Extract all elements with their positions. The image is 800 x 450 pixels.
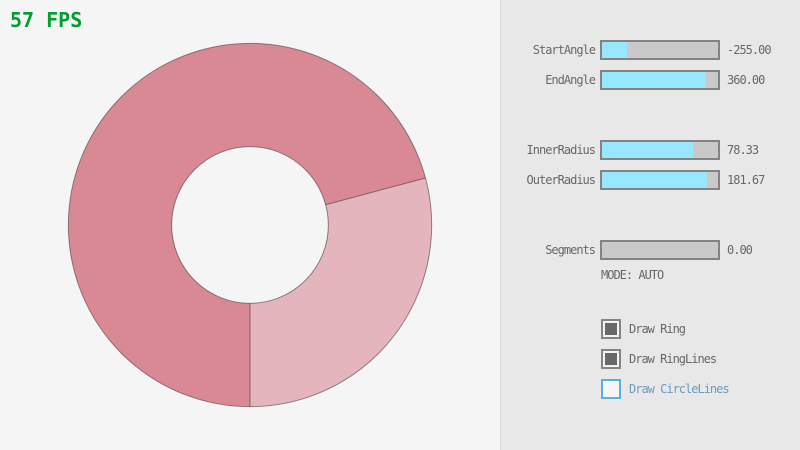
innerradius-value: 78.33 bbox=[727, 143, 759, 157]
outerradius-value: 181.67 bbox=[727, 173, 765, 187]
checkmark bbox=[605, 353, 617, 365]
segments-label: Segments bbox=[545, 243, 596, 257]
startangle-slider[interactable] bbox=[600, 40, 720, 60]
segments-mode-text: MODE: AUTO bbox=[601, 268, 664, 282]
outerradius-label: OuterRadius bbox=[526, 173, 596, 187]
segments-value: 0.00 bbox=[727, 243, 753, 257]
draw-circlelines-checkbox[interactable] bbox=[601, 379, 621, 399]
draw-ring-label: Draw Ring bbox=[629, 322, 686, 336]
innerradius-label: InnerRadius bbox=[526, 143, 596, 157]
settings-panel: StartAngle -255.00 EndAngle 360.00 Inner… bbox=[500, 0, 800, 450]
draw-ringlines-label: Draw RingLines bbox=[629, 352, 717, 366]
endangle-value: 360.00 bbox=[727, 73, 765, 87]
segments-row: Segments 0.00 bbox=[501, 240, 800, 260]
draw-ringlines-row: Draw RingLines bbox=[601, 349, 800, 369]
outerradius-row: OuterRadius 181.67 bbox=[501, 170, 800, 190]
draw-ring-checkbox[interactable] bbox=[601, 319, 621, 339]
startangle-value: -255.00 bbox=[727, 43, 772, 57]
outerradius-slider-fill bbox=[602, 172, 708, 188]
endangle-slider-fill bbox=[602, 72, 707, 88]
checkmark bbox=[605, 323, 617, 335]
endangle-label: EndAngle bbox=[545, 73, 596, 87]
innerradius-slider-fill bbox=[602, 142, 693, 158]
endangle-slider[interactable] bbox=[600, 70, 720, 90]
startangle-slider-fill bbox=[602, 42, 628, 58]
endangle-row: EndAngle 360.00 bbox=[501, 70, 800, 90]
draw-circlelines-label: Draw CircleLines bbox=[629, 382, 730, 396]
draw-ring-row: Draw Ring bbox=[601, 319, 800, 339]
draw-ringlines-checkbox[interactable] bbox=[601, 349, 621, 369]
draw-circlelines-row: Draw CircleLines bbox=[601, 379, 800, 399]
startangle-label: StartAngle bbox=[532, 43, 596, 57]
fps-counter: 57 FPS bbox=[10, 8, 83, 32]
innerradius-row: InnerRadius 78.33 bbox=[501, 140, 800, 160]
innerradius-slider[interactable] bbox=[600, 140, 720, 160]
segments-slider[interactable] bbox=[600, 240, 720, 260]
startangle-row: StartAngle -255.00 bbox=[501, 40, 800, 60]
ring-graphic bbox=[67, 42, 433, 408]
outerradius-slider[interactable] bbox=[600, 170, 720, 190]
